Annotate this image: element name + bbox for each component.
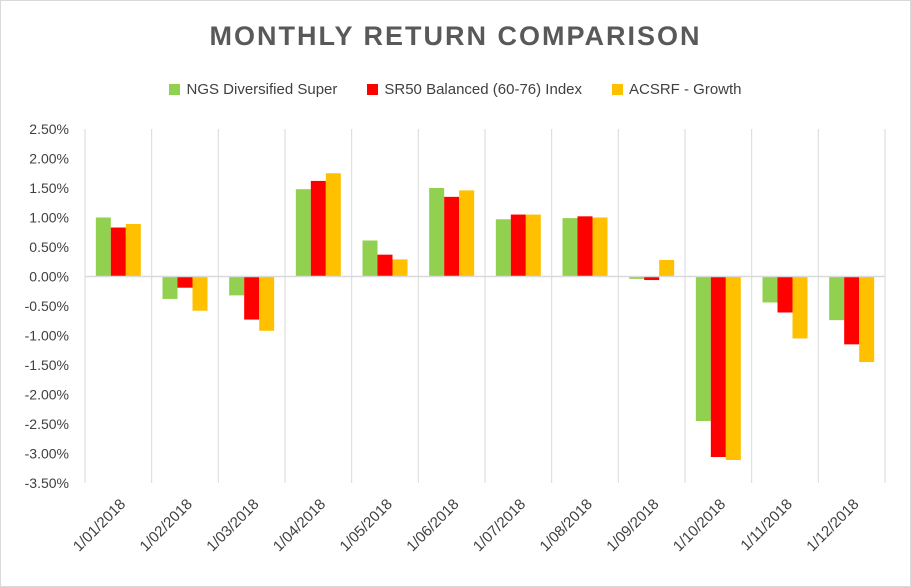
x-category-label: 1/11/2018: [737, 496, 795, 554]
bar-sr50: [644, 276, 660, 281]
y-tick-label: -3.50%: [25, 475, 69, 491]
bar-ngs: [495, 219, 511, 277]
bar-ngs: [162, 276, 178, 299]
bar-acsrf: [259, 276, 275, 331]
y-tick-label: -2.00%: [25, 387, 69, 403]
legend-label-acsrf: ACSRF - Growth: [629, 81, 742, 98]
y-tick-label: -0.50%: [25, 298, 69, 314]
bar-ngs: [295, 189, 311, 277]
bar-acsrf: [325, 173, 341, 277]
bar-sr50: [177, 276, 193, 288]
bar-sr50: [777, 276, 793, 313]
bar-acsrf: [392, 259, 408, 277]
legend: NGS Diversified Super SR50 Balanced (60-…: [1, 81, 910, 98]
bar-acsrf: [592, 217, 608, 277]
bar-ngs: [695, 276, 711, 422]
legend-item-acsrf: ACSRF - Growth: [612, 81, 742, 98]
x-category-label: 1/12/2018: [803, 496, 862, 555]
chart-title: MONTHLY RETURN COMPARISON: [209, 21, 702, 51]
legend-swatch-acsrf: [612, 84, 623, 95]
bar-acsrf: [792, 276, 808, 339]
x-category-label: 1/05/2018: [337, 496, 396, 555]
x-category-label: 1/08/2018: [537, 496, 596, 555]
x-category-label: 1/02/2018: [137, 496, 196, 555]
y-tick-label: 1.50%: [29, 180, 69, 196]
legend-item-sr50: SR50 Balanced (60-76) Index: [367, 81, 582, 98]
bar-acsrf: [192, 276, 208, 311]
bar-ngs: [362, 240, 378, 277]
legend-label-ngs: NGS Diversified Super: [186, 81, 338, 98]
y-tick-label: 0.00%: [29, 269, 69, 285]
y-tick-label: 2.50%: [29, 121, 69, 137]
bar-sr50: [844, 276, 860, 345]
x-category-label: 1/06/2018: [403, 496, 462, 555]
bar-ngs: [762, 276, 778, 303]
legend-label-sr50: SR50 Balanced (60-76) Index: [384, 81, 582, 98]
bar-acsrf: [659, 259, 675, 277]
legend-swatch-ngs: [169, 84, 181, 95]
y-tick-label: -1.50%: [25, 357, 69, 373]
bar-sr50: [377, 254, 393, 277]
bar-acsrf: [125, 223, 141, 277]
bar-ngs: [229, 276, 245, 296]
bar-ngs: [429, 188, 445, 277]
y-tick-label: -2.50%: [25, 416, 69, 432]
bar-acsrf: [459, 190, 475, 277]
bar-sr50: [110, 227, 126, 277]
legend-item-ngs: NGS Diversified Super: [169, 81, 337, 98]
bar-sr50: [244, 276, 260, 320]
x-category-label: 1/03/2018: [203, 496, 262, 555]
y-tick-label: 1.00%: [29, 210, 69, 226]
bar-ngs: [829, 276, 845, 321]
y-tick-label: -3.00%: [25, 446, 69, 462]
bar-ngs: [629, 276, 645, 279]
bar-sr50: [310, 180, 326, 277]
bar-ngs: [562, 218, 578, 277]
x-category-label: 1/04/2018: [270, 496, 329, 555]
bar-sr50: [577, 216, 593, 277]
x-category-label: 1/09/2018: [603, 496, 662, 555]
x-category-label: 1/10/2018: [670, 496, 729, 555]
bar-acsrf: [725, 276, 741, 460]
bar-sr50: [444, 196, 460, 277]
bar-acsrf: [525, 214, 541, 277]
bar-ngs: [95, 217, 111, 277]
y-tick-label: 2.00%: [29, 151, 69, 167]
bar-sr50: [510, 214, 526, 277]
y-tick-label: 0.50%: [29, 239, 69, 255]
x-category-label: 1/07/2018: [470, 496, 529, 555]
bar-sr50: [710, 276, 726, 458]
legend-swatch-sr50: [367, 84, 379, 95]
bar-acsrf: [859, 276, 875, 363]
y-tick-label: -1.00%: [25, 328, 69, 344]
x-category-label: 1/01/2018: [70, 496, 129, 555]
